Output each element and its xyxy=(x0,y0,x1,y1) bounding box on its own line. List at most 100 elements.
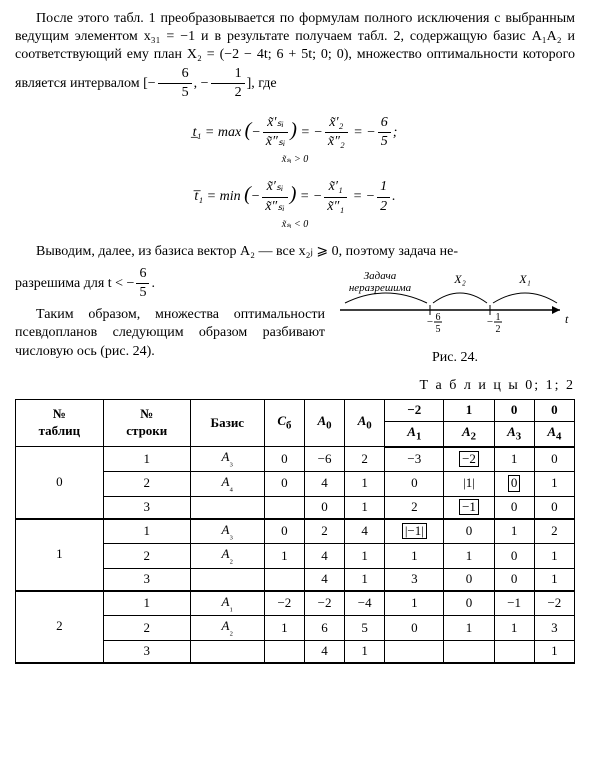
equation-t-upper: t̅₁ = min (− x̃′ₛᵢ x̃″ₛᵢ ) = − x̃′₁ x̃″₁… xyxy=(15,178,575,230)
table-cell: 1 xyxy=(385,591,444,616)
col-header-a3: A3 xyxy=(494,422,534,447)
table-cell: A₃ xyxy=(190,519,264,544)
table-cell: 6 xyxy=(304,616,344,641)
table-cell: 1 xyxy=(345,496,385,518)
table-cell: A₂ xyxy=(190,544,264,569)
table-cell: 5 xyxy=(345,616,385,641)
paragraph-2b: разрешима для t < −65. xyxy=(15,265,325,302)
block-id: 0 xyxy=(16,447,104,519)
table-cell: 4 xyxy=(304,471,344,496)
table-cell: 1 xyxy=(103,447,190,472)
paragraph-2a: Выводим, далее, из базиса вектор A₂ — вс… xyxy=(15,243,575,261)
svg-text:Задача: Задача xyxy=(364,270,397,282)
table-cell xyxy=(494,641,534,663)
table-cell: 4 xyxy=(304,568,344,590)
table-cell: 0 xyxy=(494,544,534,569)
p1-text: После этого табл. 1 преобразовывается по… xyxy=(15,11,575,90)
table-cell xyxy=(385,641,444,663)
table-cell: 1 xyxy=(345,471,385,496)
table-cell xyxy=(190,641,264,663)
table-cell: 1 xyxy=(494,616,534,641)
table-cell: 1 xyxy=(345,568,385,590)
table-cell: 1 xyxy=(494,519,534,544)
table-cell: 1 xyxy=(534,568,574,590)
table-cell: 2 xyxy=(103,616,190,641)
table-cell: 4 xyxy=(345,519,385,544)
table-cell: −1 xyxy=(494,591,534,616)
table-cell: −2 xyxy=(444,447,494,472)
col-header-a1: A1 xyxy=(385,422,444,447)
table-cell: 2 xyxy=(103,471,190,496)
svg-text:−: − xyxy=(487,316,493,328)
table-cell xyxy=(444,641,494,663)
table-cell: A₁ xyxy=(190,591,264,616)
table-cell: |1| xyxy=(444,471,494,496)
table-cell: 3 xyxy=(103,496,190,518)
svg-text:2: 2 xyxy=(496,324,501,335)
block-id: 1 xyxy=(16,519,104,591)
table-cell: 0 xyxy=(264,447,304,472)
table-cell: 0 xyxy=(534,496,574,518)
table-cell: 2 xyxy=(103,544,190,569)
col-header-top-4: 0 xyxy=(534,400,574,422)
table-row: 11A₃024|−1|012 xyxy=(16,519,575,544)
table-cell: A₃ xyxy=(190,447,264,472)
table-cell: 1 xyxy=(103,591,190,616)
table-cell: −1 xyxy=(444,496,494,518)
table-cell: −4 xyxy=(345,591,385,616)
svg-text:5: 5 xyxy=(436,324,441,335)
table-cell: −2 xyxy=(264,591,304,616)
paragraph-1: После этого табл. 1 преобразовывается по… xyxy=(15,10,575,102)
svg-text:t: t xyxy=(565,312,569,326)
table-cell: 1 xyxy=(534,471,574,496)
col-header-basis: Базис xyxy=(190,400,264,447)
table-cell: −2 xyxy=(304,591,344,616)
svg-text:1: 1 xyxy=(496,312,501,323)
col-header-top-3: 0 xyxy=(494,400,534,422)
equation-t-lower: t̲₁ = max (− x̃′ₛᵢ x̃″ₛᵢ ) = − x̃′₂ x̃″₂… xyxy=(15,114,575,166)
table-cell xyxy=(264,641,304,663)
table-row: 01A₃0−62−3−210 xyxy=(16,447,575,472)
table-cell: 3 xyxy=(534,616,574,641)
table-cell: A₂ xyxy=(190,616,264,641)
table-cell xyxy=(264,568,304,590)
block-id: 2 xyxy=(16,591,104,663)
svg-text:неразрешима: неразрешима xyxy=(349,282,412,294)
table-cell: 0 xyxy=(494,568,534,590)
col-header-a4: A4 xyxy=(534,422,574,447)
table-cell: 1 xyxy=(264,616,304,641)
table-cell: 2 xyxy=(534,519,574,544)
table-cell xyxy=(190,568,264,590)
col-header-tableno: №таблиц xyxy=(16,400,104,447)
col-header-a0a: A0 xyxy=(304,400,344,447)
paragraph-3: Таким образом, множества оптимальности п… xyxy=(15,306,325,361)
table-cell: 2 xyxy=(345,447,385,472)
table-cell: 2 xyxy=(304,519,344,544)
table-cell xyxy=(264,496,304,518)
table-cell: 1 xyxy=(534,544,574,569)
svg-text:X₂: X₂ xyxy=(453,272,466,286)
table-cell: 0 xyxy=(444,568,494,590)
table-cell: 0 xyxy=(494,471,534,496)
table-cell: 1 xyxy=(103,519,190,544)
table-cell xyxy=(190,496,264,518)
svg-text:−: − xyxy=(427,316,433,328)
table-cell: 0 xyxy=(264,471,304,496)
table-cell: 1 xyxy=(264,544,304,569)
table-cell: A₄ xyxy=(190,471,264,496)
table-cell: 1 xyxy=(494,447,534,472)
svg-text:6: 6 xyxy=(436,312,441,323)
figure-caption: Рис. 24. xyxy=(335,349,575,367)
table-cell: |−1| xyxy=(385,519,444,544)
table-cell: 1 xyxy=(534,641,574,663)
table-cell: 0 xyxy=(385,616,444,641)
tables-title: Т а б л и ц ы 0; 1; 2 xyxy=(15,377,575,395)
table-cell: 2 xyxy=(385,496,444,518)
table-cell: 0 xyxy=(444,519,494,544)
col-header-rowno: №строки xyxy=(103,400,190,447)
table-cell: 4 xyxy=(304,544,344,569)
table-cell: 0 xyxy=(444,591,494,616)
table-cell: 1 xyxy=(444,544,494,569)
col-header-cb: Cб xyxy=(264,400,304,447)
figure-24: Задача неразрешима X₂ X₁ t − 6 5 − 1 2 Р… xyxy=(335,265,575,371)
